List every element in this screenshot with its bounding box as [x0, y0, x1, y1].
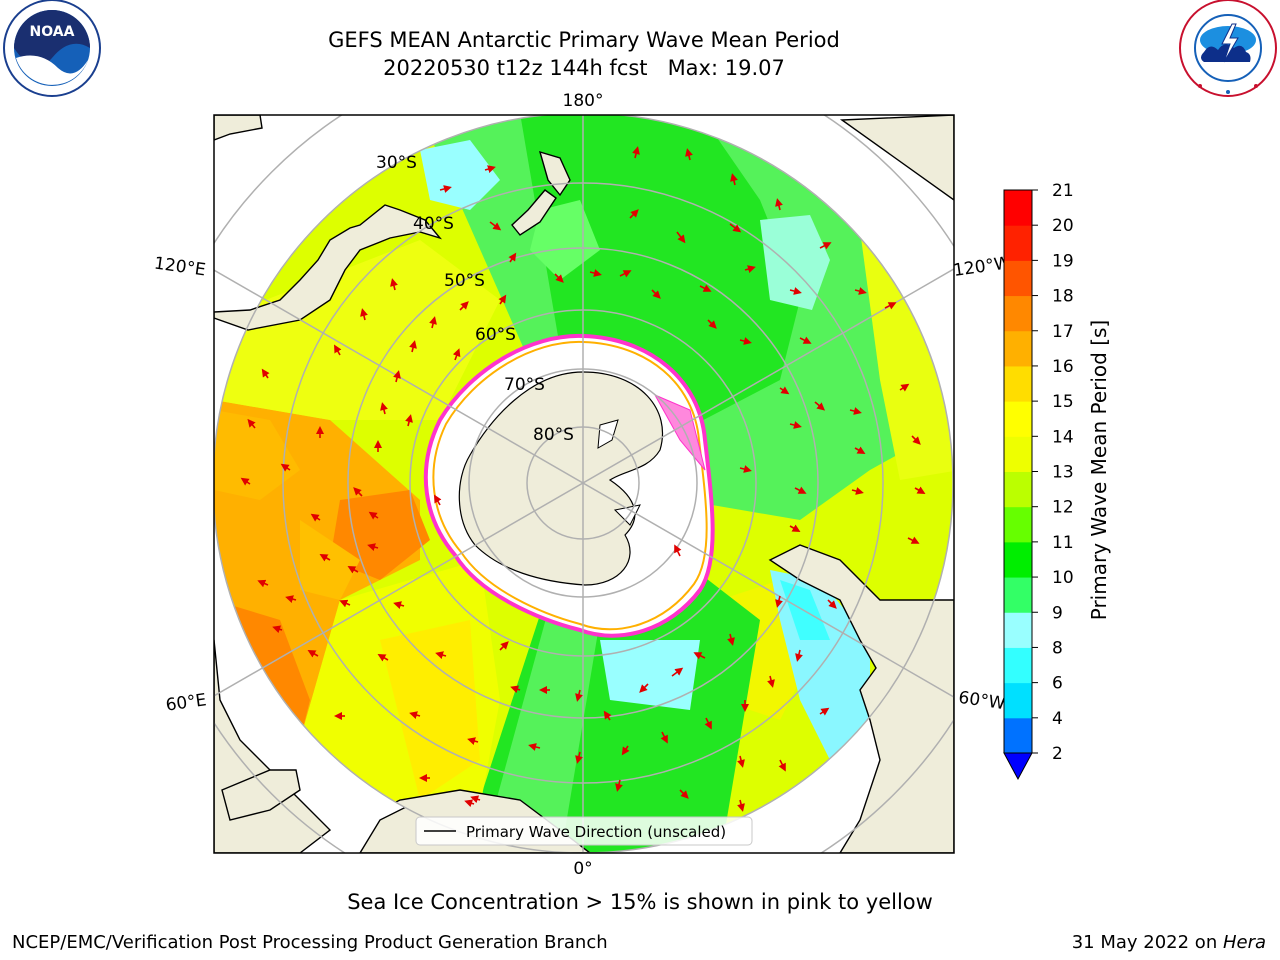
sea-ice-caption: Sea Ice Concentration > 15% is shown in … — [347, 890, 933, 914]
svg-text:Primary Wave Direction (unscal: Primary Wave Direction (unscaled) — [466, 823, 726, 841]
svg-text:60°W: 60°W — [957, 688, 1006, 714]
svg-text:180°: 180° — [563, 91, 604, 111]
svg-text:80°S: 80°S — [533, 425, 574, 445]
graticule — [214, 115, 954, 853]
colorbar-tick-label: 10 — [1052, 568, 1074, 588]
colorbar-tick-label: 12 — [1052, 498, 1074, 518]
colorbar-segment — [1004, 330, 1032, 367]
colorbar-tick-label: 15 — [1052, 392, 1074, 412]
svg-text:60°S: 60°S — [475, 325, 516, 345]
colorbar-tick-label: 4 — [1052, 709, 1063, 729]
date-text: 31 May 2022 on — [1071, 932, 1223, 953]
colorbar-extend-arrow — [1003, 752, 1033, 781]
svg-text:120°W: 120°W — [952, 253, 1012, 281]
colorbar-segment — [1004, 682, 1032, 719]
colorbar-tick-label: 13 — [1052, 463, 1074, 483]
colorbar-segment — [1004, 541, 1032, 578]
map-legend: Primary Wave Direction (unscaled) — [415, 816, 753, 846]
colorbar-tick-label: 19 — [1052, 251, 1074, 271]
svg-text:NOAA: NOAA — [30, 24, 75, 40]
colorbar-tick-label: 20 — [1052, 216, 1074, 236]
map-frame — [213, 114, 955, 854]
colorbar-segment — [1004, 260, 1032, 297]
latitude-labels: 30°S 40°S 50°S 60°S 70°S 80°S — [376, 153, 574, 445]
colorbar-segment — [1004, 612, 1032, 648]
svg-text:40°S: 40°S — [413, 214, 454, 234]
colorbar-segment — [1004, 647, 1032, 684]
noaa-logo-icon: NOAA — [3, 0, 101, 97]
svg-text:120°E: 120°E — [153, 253, 207, 280]
svg-text:60°E: 60°E — [165, 690, 208, 715]
colorbar-segment — [1004, 401, 1032, 437]
colorbar-segment — [1004, 436, 1032, 472]
svg-text:50°S: 50°S — [444, 271, 485, 291]
wave-direction-arrows — [240, 146, 926, 812]
colorbar-segment — [1004, 365, 1032, 402]
svg-text:30°S: 30°S — [376, 153, 417, 173]
colorbar-tick-label: 17 — [1052, 322, 1074, 342]
colorbar-tick-label: 2 — [1052, 744, 1063, 764]
colorbar-segment — [1004, 295, 1032, 332]
nws-logo-icon — [1179, 0, 1277, 97]
colorbar-segment — [1004, 717, 1032, 754]
svg-text:70°S: 70°S — [504, 375, 545, 395]
colorbar-tick-label: 9 — [1052, 603, 1063, 623]
colorbar-segment — [1004, 577, 1032, 613]
colorbar-tick-label: 11 — [1052, 533, 1074, 553]
host-name: Hera — [1222, 932, 1266, 953]
colorbar-label: Primary Wave Mean Period [s] — [1087, 320, 1111, 621]
colorbar-tick-label: 6 — [1052, 674, 1063, 694]
chart-title: GEFS MEAN Antarctic Primary Wave Mean Pe… — [328, 28, 840, 52]
colorbar-segment — [1004, 225, 1032, 261]
colorbar: 2 4 6 8 9 10 11 12 13 14 15 16 17 18 19 20 21 — [1003, 181, 1074, 781]
svg-text:0°: 0° — [573, 859, 592, 879]
chart-subtitle: 20220530 t12z 144h fcst Max: 19.07 — [383, 56, 785, 80]
colorbar-segment — [1004, 190, 1032, 226]
credit-text: NCEP/EMC/Verification Post Processing Pr… — [12, 932, 608, 953]
date-stamp: 31 May 2022 on Hera — [1072, 932, 1266, 953]
colorbar-tick-label: 16 — [1052, 357, 1074, 377]
colorbar-tick-label: 18 — [1052, 287, 1074, 307]
map-area: Primary Wave Direction (unscaled) — [214, 115, 954, 853]
colorbar-segment — [1004, 471, 1032, 508]
colorbar-segment — [1004, 506, 1032, 543]
colorbar-tick-label: 21 — [1052, 181, 1074, 201]
colorbar-tick-label: 8 — [1052, 638, 1063, 658]
colorbar-tick-label: 14 — [1052, 427, 1074, 447]
